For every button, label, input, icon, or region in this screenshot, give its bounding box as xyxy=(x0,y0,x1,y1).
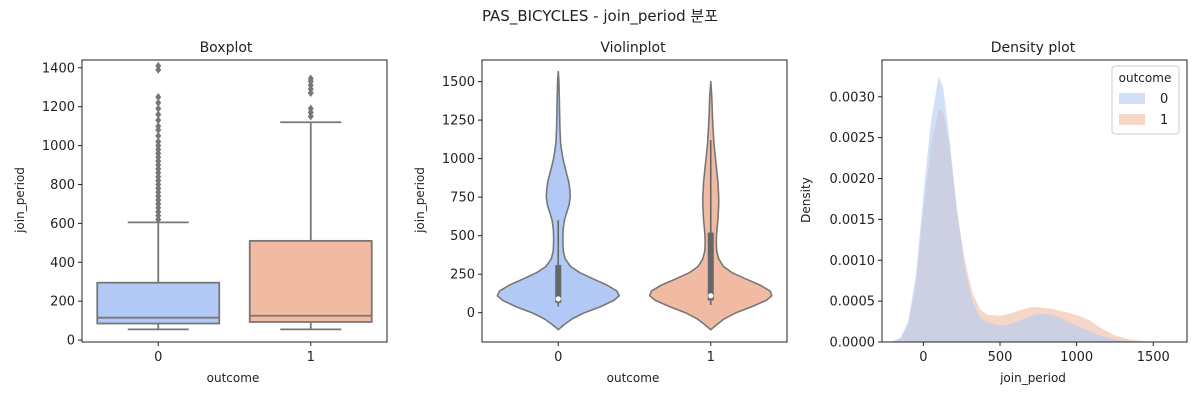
flier-point xyxy=(155,92,162,101)
boxplot-ytick-label: 1200 xyxy=(42,100,75,115)
box-1 xyxy=(248,239,373,323)
density-ytick-label: 0.0010 xyxy=(830,254,876,269)
boxplot-ytick-label: 200 xyxy=(50,295,75,310)
violin-ytick-label: 1250 xyxy=(442,114,475,129)
density-xtick-label: 0 xyxy=(919,350,927,365)
density-ytick-label: 0.0015 xyxy=(830,213,876,228)
violin-median xyxy=(708,293,714,299)
density-ytick-label: 0.0030 xyxy=(830,90,876,105)
violin-median xyxy=(555,296,561,302)
density-legend: outcome 0 1 xyxy=(1111,65,1180,135)
boxplot-ytick-label: 800 xyxy=(50,178,75,193)
violinplot-xlabel: outcome xyxy=(607,371,660,385)
boxplot-ytick-label: 1000 xyxy=(42,139,75,154)
density-xtick-label: 1500 xyxy=(1137,350,1170,365)
flier-point xyxy=(155,98,162,107)
violin-ytick-label: 250 xyxy=(450,268,475,283)
density-title: Density plot xyxy=(991,40,1076,56)
density-ytick-label: 0.0005 xyxy=(830,295,876,310)
legend-swatch-0 xyxy=(1119,93,1145,104)
violin-ytick-label: 0 xyxy=(467,306,475,321)
density-area-0 xyxy=(882,76,1187,343)
violinplot-title: Violinplot xyxy=(600,40,666,56)
boxplot-marks: 0 200 400 600 800 1000 1200 1400 0 1 xyxy=(42,61,373,365)
density-frame xyxy=(881,59,1188,343)
boxplot-title: Boxplot xyxy=(200,40,253,56)
boxplot-ytick-label: 400 xyxy=(50,256,75,271)
violinplot-marks: 0 250 500 750 1000 1250 1500 0 1 xyxy=(442,70,773,365)
density-ytick-label: 0.0020 xyxy=(830,172,876,187)
legend-title: outcome xyxy=(1119,71,1172,85)
boxplot-ytick-label: 1400 xyxy=(42,61,75,76)
density-ylabel: Density xyxy=(799,177,813,223)
violin-ytick-label: 500 xyxy=(450,229,475,244)
flier-point xyxy=(155,104,162,113)
violin-body-0 xyxy=(496,70,621,331)
density-marks: 0.0000 0.0005 0.0010 0.0015 0.0020 0.0025 0.00… xyxy=(830,76,1187,365)
density-xtick-label: 500 xyxy=(988,350,1013,365)
flier-point xyxy=(155,137,162,146)
violin-xtick-label: 0 xyxy=(554,350,562,365)
violinplot-panel: Violinplot outcome join_period 0 250 500 75… xyxy=(413,40,788,385)
boxplot-xtick-label: 0 xyxy=(154,350,162,365)
boxplot-xtick-label: 1 xyxy=(307,350,315,365)
legend-label-0: 0 xyxy=(1160,92,1168,107)
density-xlabel: join_period xyxy=(999,371,1066,385)
violin-ytick-label: 750 xyxy=(450,191,475,206)
density-ytick-label: 0.0025 xyxy=(830,131,876,146)
legend-label-1: 1 xyxy=(1160,113,1168,128)
violinplot-frame xyxy=(481,59,788,343)
violin-ytick-label: 1500 xyxy=(442,75,475,90)
figure-suptitle: PAS_BICYCLES - join_period 분포 xyxy=(482,7,718,26)
flier-point xyxy=(307,104,314,113)
boxplot-ytick-label: 600 xyxy=(50,217,75,232)
legend-swatch-1 xyxy=(1119,114,1145,125)
boxplot-ytick-label: 0 xyxy=(67,334,75,349)
flier-point xyxy=(155,61,162,70)
boxplot-frame xyxy=(81,59,388,343)
violin-xtick-label: 1 xyxy=(707,350,715,365)
boxplot-ylabel: join_period xyxy=(13,167,27,234)
violin-ytick-label: 1000 xyxy=(442,152,475,167)
box-0 xyxy=(96,281,221,325)
density-panel: Density plot join_period Density 0.00000… xyxy=(799,40,1188,385)
flier-point xyxy=(155,110,162,119)
density-xtick-label: 1000 xyxy=(1060,350,1093,365)
violin-iqr-box xyxy=(707,232,714,301)
flier-point xyxy=(307,74,314,83)
violin-iqr-box xyxy=(555,264,562,303)
flier-point xyxy=(155,122,162,131)
flier-point xyxy=(155,116,162,125)
boxplot-panel: Boxplot outcome join_period 0 200 400 600 80… xyxy=(13,40,388,385)
boxplot-xlabel: outcome xyxy=(207,371,260,385)
flier-point xyxy=(155,131,162,140)
density-ytick-label: 0.0000 xyxy=(830,336,876,351)
violinplot-ylabel: join_period xyxy=(413,167,427,234)
